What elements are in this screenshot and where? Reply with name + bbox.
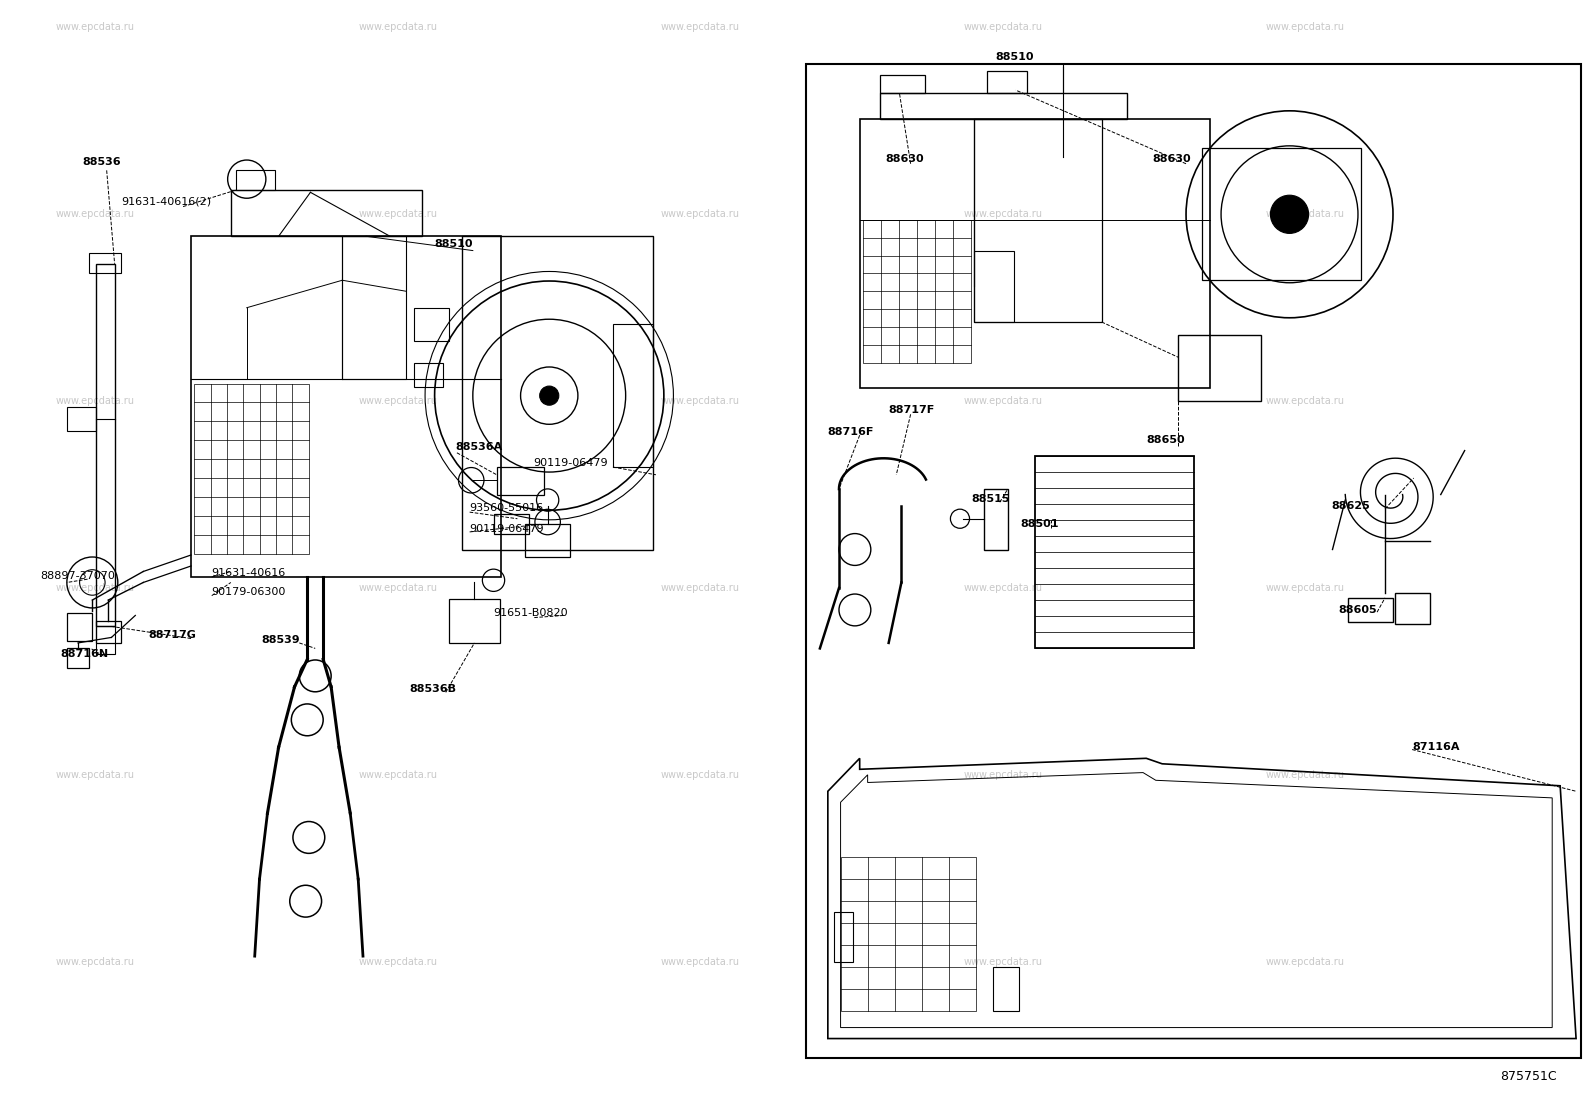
Text: 88897-37070: 88897-37070 — [40, 570, 115, 581]
Text: 88716N: 88716N — [60, 648, 108, 659]
Circle shape — [540, 386, 559, 406]
Bar — [880, 75, 925, 93]
Text: 90119-06479: 90119-06479 — [533, 457, 608, 468]
Text: www.epcdata.ru: www.epcdata.ru — [661, 769, 740, 780]
Text: 88536B: 88536B — [409, 684, 457, 695]
Text: www.epcdata.ru: www.epcdata.ru — [963, 396, 1043, 407]
Text: 88515: 88515 — [971, 493, 1009, 504]
Text: www.epcdata.ru: www.epcdata.ru — [56, 22, 135, 33]
Text: 90179-06300: 90179-06300 — [212, 587, 287, 598]
Bar — [1395, 593, 1430, 624]
Bar — [613, 324, 653, 467]
Text: www.epcdata.ru: www.epcdata.ru — [358, 396, 438, 407]
Text: www.epcdata.ru: www.epcdata.ru — [661, 956, 740, 967]
Text: 88501: 88501 — [1020, 519, 1059, 530]
Bar — [1348, 598, 1393, 622]
Bar — [1035, 456, 1194, 648]
Text: www.epcdata.ru: www.epcdata.ru — [963, 582, 1043, 593]
Text: 88625: 88625 — [1331, 500, 1369, 511]
Text: www.epcdata.ru: www.epcdata.ru — [963, 22, 1043, 33]
Text: www.epcdata.ru: www.epcdata.ru — [358, 22, 438, 33]
Bar — [860, 119, 1210, 388]
Text: 88510: 88510 — [995, 52, 1033, 63]
Bar — [194, 384, 309, 554]
Bar — [342, 236, 406, 379]
Bar — [414, 363, 443, 387]
Text: 87116A: 87116A — [1412, 742, 1460, 753]
Text: 88717F: 88717F — [888, 404, 935, 415]
Text: 88536: 88536 — [83, 156, 121, 167]
Text: www.epcdata.ru: www.epcdata.ru — [56, 396, 135, 407]
Text: 91631-40616(2): 91631-40616(2) — [121, 196, 212, 207]
Bar — [984, 489, 1008, 550]
Bar — [987, 71, 1027, 93]
Bar — [67, 648, 89, 668]
Text: www.epcdata.ru: www.epcdata.ru — [661, 22, 740, 33]
Circle shape — [1270, 196, 1309, 233]
Bar — [96, 264, 115, 626]
Text: www.epcdata.ru: www.epcdata.ru — [358, 956, 438, 967]
Bar — [191, 236, 501, 577]
Text: 88536A: 88536A — [455, 442, 503, 453]
Text: 88630: 88630 — [1153, 154, 1191, 165]
Text: www.epcdata.ru: www.epcdata.ru — [358, 582, 438, 593]
Text: www.epcdata.ru: www.epcdata.ru — [661, 209, 740, 220]
Text: 91651-B0820: 91651-B0820 — [494, 608, 568, 619]
Text: 91631-40616: 91631-40616 — [212, 567, 287, 578]
Bar — [497, 467, 544, 495]
Bar — [96, 621, 121, 643]
Text: www.epcdata.ru: www.epcdata.ru — [963, 956, 1043, 967]
Text: www.epcdata.ru: www.epcdata.ru — [1266, 956, 1345, 967]
Text: www.epcdata.ru: www.epcdata.ru — [56, 209, 135, 220]
Bar — [863, 220, 971, 363]
Bar — [806, 64, 1581, 1058]
Text: www.epcdata.ru: www.epcdata.ru — [56, 956, 135, 967]
Bar — [974, 251, 1014, 322]
Bar — [67, 613, 92, 641]
Text: www.epcdata.ru: www.epcdata.ru — [1266, 22, 1345, 33]
Text: www.epcdata.ru: www.epcdata.ru — [1266, 209, 1345, 220]
Text: www.epcdata.ru: www.epcdata.ru — [1266, 396, 1345, 407]
Text: 90119-06479: 90119-06479 — [470, 523, 544, 534]
Text: www.epcdata.ru: www.epcdata.ru — [661, 582, 740, 593]
Text: 88716F: 88716F — [828, 426, 874, 437]
Bar — [236, 170, 275, 190]
Bar — [231, 190, 422, 236]
Text: 875751C: 875751C — [1500, 1070, 1557, 1084]
Bar — [880, 93, 1127, 119]
Text: 88717G: 88717G — [148, 630, 196, 641]
Text: www.epcdata.ru: www.epcdata.ru — [1266, 769, 1345, 780]
Bar — [834, 912, 853, 962]
Bar — [525, 524, 570, 557]
Text: www.epcdata.ru: www.epcdata.ru — [963, 209, 1043, 220]
Bar — [1202, 148, 1361, 280]
Text: 88650: 88650 — [1146, 434, 1184, 445]
Text: 93560-55016: 93560-55016 — [470, 502, 544, 513]
Bar — [1178, 335, 1261, 401]
Text: www.epcdata.ru: www.epcdata.ru — [358, 769, 438, 780]
Bar — [462, 236, 653, 550]
Bar — [494, 514, 529, 534]
Text: 88539: 88539 — [261, 634, 299, 645]
Text: www.epcdata.ru: www.epcdata.ru — [56, 769, 135, 780]
Bar — [974, 119, 1102, 322]
Text: www.epcdata.ru: www.epcdata.ru — [661, 396, 740, 407]
Bar — [414, 308, 449, 341]
Text: 88605: 88605 — [1339, 604, 1377, 615]
Text: www.epcdata.ru: www.epcdata.ru — [963, 769, 1043, 780]
Bar — [96, 626, 115, 654]
Bar — [449, 599, 500, 643]
Text: 88510: 88510 — [435, 238, 473, 249]
Text: www.epcdata.ru: www.epcdata.ru — [56, 582, 135, 593]
Bar — [89, 253, 121, 273]
Text: www.epcdata.ru: www.epcdata.ru — [1266, 582, 1345, 593]
Text: www.epcdata.ru: www.epcdata.ru — [358, 209, 438, 220]
Bar — [841, 857, 976, 1011]
Bar — [993, 967, 1019, 1011]
Bar — [67, 407, 96, 431]
Text: 88630: 88630 — [885, 154, 923, 165]
